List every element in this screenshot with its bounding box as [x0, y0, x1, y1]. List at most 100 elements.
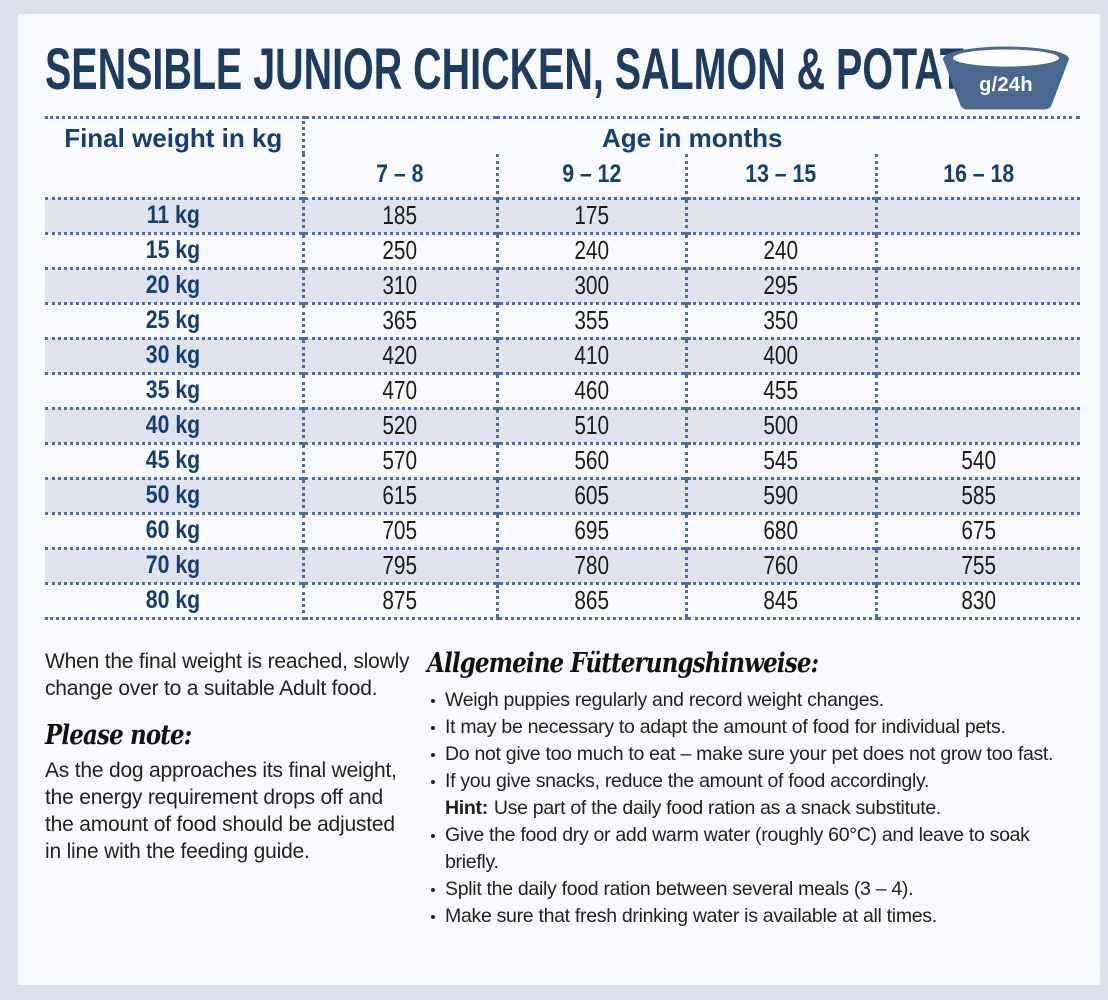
weight-label: 40 kg	[146, 411, 201, 439]
page-title: SENSIBLE JUNIOR CHICKEN, SALMON & POTATO	[18, 14, 1100, 102]
value-label: 310	[382, 270, 418, 300]
value-cell: 865	[495, 581, 686, 620]
hint-label: Hint:	[445, 796, 488, 819]
value-label: 830	[961, 585, 997, 615]
weight-label: 11 kg	[146, 201, 200, 229]
value-label: 400	[763, 340, 799, 370]
bullet-item: Give the food dry or add warm water (rou…	[427, 822, 1080, 876]
table-row: 15 kg 250 240 240	[45, 231, 1080, 268]
weight-label: 35 kg	[146, 376, 201, 404]
bullet-dot-icon	[431, 752, 435, 757]
value-cell: 780	[495, 546, 686, 583]
value-cell: 520	[303, 406, 497, 443]
table-row: 35 kg 470 460 455	[45, 371, 1080, 408]
value-cell	[874, 266, 1080, 303]
value-label: 585	[961, 480, 997, 510]
value-cell: 355	[495, 301, 686, 338]
value-cell: 675	[874, 511, 1080, 548]
table-row: 25 kg 365 355 350	[45, 301, 1080, 338]
value-cell: 175	[495, 196, 686, 233]
value-label: 605	[574, 480, 609, 510]
weight-label: 70 kg	[146, 551, 201, 579]
feeding-advice-heading-text: Allgemeine Fütterungshinweise:	[427, 647, 819, 679]
value-label: 675	[961, 515, 997, 545]
weight-label: 30 kg	[146, 341, 201, 369]
table-subheader-row: 7 – 8 9 – 12 13 – 15 16 – 18	[45, 154, 1080, 198]
age-header-cell: Age in months	[303, 116, 1080, 154]
please-note-heading: Please note:	[45, 720, 413, 751]
notes-left-section: When the final weight is reached, slowly…	[45, 648, 413, 930]
value-cell: 240	[495, 231, 686, 268]
value-cell: 300	[495, 266, 686, 303]
value-cell: 365	[303, 301, 497, 338]
weight-cell: 30 kg	[45, 336, 305, 373]
value-label: 845	[763, 585, 799, 615]
adult-food-note: When the final weight is reached, slowly…	[45, 649, 410, 700]
age-column-label: 13 – 15	[745, 159, 817, 188]
value-cell: 680	[684, 511, 876, 548]
table-row: 40 kg 520 510 500	[45, 406, 1080, 443]
value-label: 760	[763, 550, 799, 580]
value-cell	[684, 196, 876, 233]
value-cell: 250	[303, 231, 497, 268]
dog-bowl-shape	[943, 46, 1069, 110]
weight-label: 60 kg	[146, 516, 201, 544]
bullet-item: Do not give too much to eat – make sure …	[427, 741, 1080, 768]
value-cell: 590	[684, 476, 876, 513]
value-cell: 460	[495, 371, 686, 408]
feeding-advice-heading: Allgemeine Fütterungshinweise:	[427, 648, 1080, 679]
value-cell: 185	[303, 196, 497, 233]
value-label: 510	[574, 410, 609, 440]
bullet-text: Weigh puppies regularly and record weigh…	[445, 688, 884, 711]
value-cell: 500	[684, 406, 876, 443]
weight-cell: 11 kg	[45, 196, 305, 233]
bullet-dot-icon	[431, 779, 435, 784]
value-label: 470	[382, 375, 418, 405]
value-label: 240	[574, 235, 609, 265]
bullet-dot-icon	[431, 914, 435, 919]
weight-header-cell: Final weight in kg	[45, 116, 305, 198]
value-cell	[874, 301, 1080, 338]
value-cell: 310	[303, 266, 497, 303]
value-label: 175	[574, 200, 609, 230]
value-cell: 760	[684, 546, 876, 583]
table-row: 11 kg 185 175	[45, 196, 1080, 233]
hint-text: Use part of the daily food ration as a s…	[493, 796, 942, 819]
value-cell: 695	[495, 511, 686, 548]
weight-cell: 40 kg	[45, 406, 305, 443]
feeding-table: Final weight in kg Age in months 7 – 8 9…	[45, 116, 1080, 620]
table-row: 60 kg 705 695 680 675	[45, 511, 1080, 548]
value-cell	[874, 231, 1080, 268]
weight-label: 25 kg	[146, 306, 201, 334]
weight-label: 80 kg	[146, 586, 201, 614]
weight-label: 50 kg	[146, 481, 201, 509]
hint-item: Hint: Use part of the daily food ration a…	[427, 795, 1080, 822]
value-cell: 705	[303, 511, 497, 548]
value-cell	[874, 196, 1080, 233]
value-cell: 350	[684, 301, 876, 338]
value-cell: 795	[303, 546, 497, 583]
age-column-label: 7 – 8	[376, 159, 424, 188]
value-cell: 585	[874, 476, 1080, 513]
value-cell: 570	[303, 441, 497, 478]
value-cell: 875	[303, 581, 497, 620]
card: SENSIBLE JUNIOR CHICKEN, SALMON & POTATO…	[18, 14, 1100, 985]
bullet-text: Do not give too much to eat – make sure …	[445, 742, 1054, 765]
age-column-header: 13 – 15	[684, 154, 876, 198]
value-label: 705	[382, 515, 418, 545]
value-label: 680	[763, 515, 799, 545]
page-title-text: SENSIBLE JUNIOR CHICKEN, SALMON & POTATO	[45, 37, 994, 102]
bullet-dot-icon	[431, 887, 435, 892]
table-row: 50 kg 615 605 590 585	[45, 476, 1080, 513]
bullet-text: Give the food dry or add warm water (rou…	[445, 823, 1030, 873]
weight-cell: 35 kg	[45, 371, 305, 408]
value-label: 350	[763, 305, 799, 335]
energy-note: As the dog approaches its final weight, …	[45, 758, 397, 863]
bullet-item: Weigh puppies regularly and record weigh…	[427, 687, 1080, 714]
value-label: 590	[763, 480, 799, 510]
value-label: 545	[763, 445, 799, 475]
weight-cell: 70 kg	[45, 546, 305, 583]
value-cell	[874, 336, 1080, 373]
value-label: 460	[574, 375, 609, 405]
value-label: 250	[382, 235, 418, 265]
